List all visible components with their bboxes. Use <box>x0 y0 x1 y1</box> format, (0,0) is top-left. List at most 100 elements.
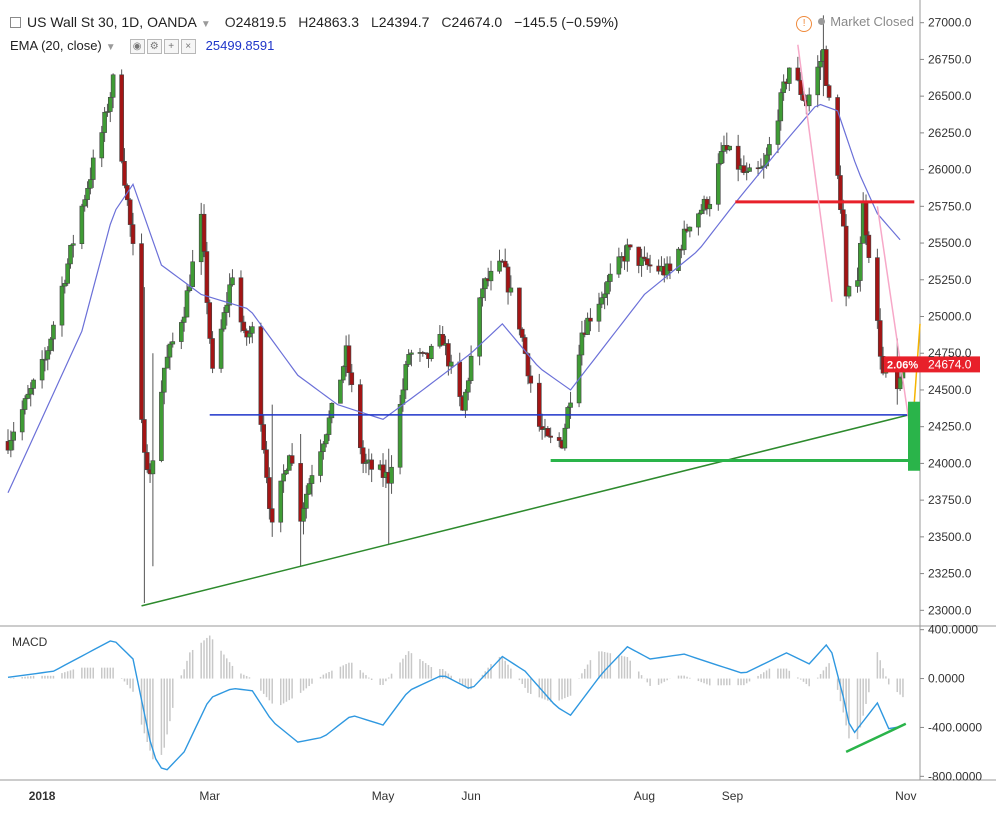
macd-tick-label: -400.0000 <box>928 720 982 734</box>
candle-down <box>528 375 534 384</box>
market-status: ! Market Closed <box>796 14 914 32</box>
annotation-trendline <box>141 414 909 607</box>
price-tick-label: 26000.0 <box>928 163 972 177</box>
candle-down <box>517 287 522 330</box>
candle-up <box>497 260 502 272</box>
candle-down <box>627 244 633 248</box>
candle-up <box>28 388 34 395</box>
candle-down <box>556 437 562 441</box>
candle-up <box>309 475 315 484</box>
candle-up <box>65 263 70 284</box>
candle-up <box>170 341 176 345</box>
candle-down <box>536 382 542 427</box>
candle-down <box>201 213 207 252</box>
candle-up <box>250 326 255 334</box>
candle-up <box>8 439 14 451</box>
candle-up <box>400 389 406 405</box>
close-icon[interactable]: × <box>180 39 196 55</box>
candle-down <box>119 74 124 162</box>
visibility-icon[interactable]: ◉ <box>129 39 145 55</box>
candle-up <box>90 157 96 180</box>
collapse-icon[interactable] <box>10 16 21 28</box>
chevron-down-icon[interactable]: ▼ <box>200 19 211 30</box>
change-value: −145.5 (−0.59%) <box>514 14 619 30</box>
candle-down <box>823 49 829 86</box>
candle-up <box>676 248 681 271</box>
low-label: L <box>371 14 379 30</box>
ema-label[interactable]: EMA (20, close) <box>10 38 102 53</box>
chevron-down-icon[interactable]: ▼ <box>105 42 116 53</box>
ema-line-group <box>7 103 901 494</box>
candle-up <box>397 404 403 468</box>
price-tick-label: 24500.0 <box>928 383 972 397</box>
candle-up <box>696 213 701 228</box>
pct-tag-label: 2.06% <box>887 359 918 371</box>
price-tick-label: 26500.0 <box>928 89 972 103</box>
candle-down <box>735 145 741 170</box>
candle-up <box>107 96 113 112</box>
candle-down <box>139 243 144 420</box>
candle-up <box>230 277 235 286</box>
candle-up <box>605 281 610 295</box>
candle-up <box>85 187 90 200</box>
candlesticks <box>5 15 906 603</box>
candle-up <box>79 205 85 244</box>
macd-tick-label: 400.0000 <box>928 623 978 637</box>
time-tick-label: Mar <box>199 789 220 803</box>
macd-tick-label: -800.0000 <box>928 769 982 783</box>
candle-down <box>548 435 553 438</box>
time-tick-label: 2018 <box>29 789 56 803</box>
high-label: H <box>298 14 309 30</box>
close-label: C <box>441 14 452 30</box>
candle-up <box>625 244 630 262</box>
price-tick-label: 23250.0 <box>928 567 972 581</box>
drawings[interactable]: 2.06% 24674.0 <box>141 44 980 607</box>
candle-up <box>184 290 190 318</box>
axes: 23000.0 23250.0 23500.0 23750.0 24000.0 24250… <box>29 16 983 803</box>
close-value: 24674.0 <box>451 14 503 30</box>
candle-up <box>338 379 343 404</box>
candle-up <box>579 332 585 356</box>
candle-up <box>19 409 25 433</box>
candle-down <box>642 256 647 259</box>
alert-icon[interactable]: ! <box>796 16 813 32</box>
candle-down <box>545 428 551 437</box>
candle-up <box>51 324 56 340</box>
candle-up <box>403 364 409 391</box>
candle-down <box>207 302 213 339</box>
candle-down <box>380 464 386 478</box>
macd-divergence-line <box>845 722 907 754</box>
candle-down <box>204 251 210 303</box>
candle-up <box>227 284 232 306</box>
candle-up <box>778 92 784 122</box>
candle-up <box>45 350 51 360</box>
candle-up <box>25 393 31 399</box>
candle-down <box>127 199 133 225</box>
add-icon[interactable]: + <box>163 39 179 55</box>
symbol-title[interactable]: US Wall St 30, 1D, OANDA <box>27 14 197 30</box>
settings-icon[interactable]: ⚙ <box>146 39 162 55</box>
candle-up <box>164 356 170 369</box>
open-label: O <box>224 14 236 30</box>
candle-up <box>179 322 184 342</box>
candle-up <box>744 171 749 173</box>
candle-up <box>161 367 167 393</box>
candle-down <box>795 67 801 81</box>
pct-tag <box>884 356 920 373</box>
candle-up <box>59 285 65 326</box>
candle-down <box>264 449 269 478</box>
candle-up <box>448 361 454 367</box>
candle-up <box>389 466 394 484</box>
candle-up <box>429 345 434 360</box>
candle-down <box>875 257 880 321</box>
candle-up <box>110 74 116 98</box>
candle-up <box>855 280 860 287</box>
candle-up <box>102 111 107 133</box>
candle-down <box>241 321 247 331</box>
candle-up <box>105 111 110 113</box>
candle-down <box>258 326 264 425</box>
high-value: 24863.3 <box>308 14 359 30</box>
candle-down <box>519 328 525 338</box>
